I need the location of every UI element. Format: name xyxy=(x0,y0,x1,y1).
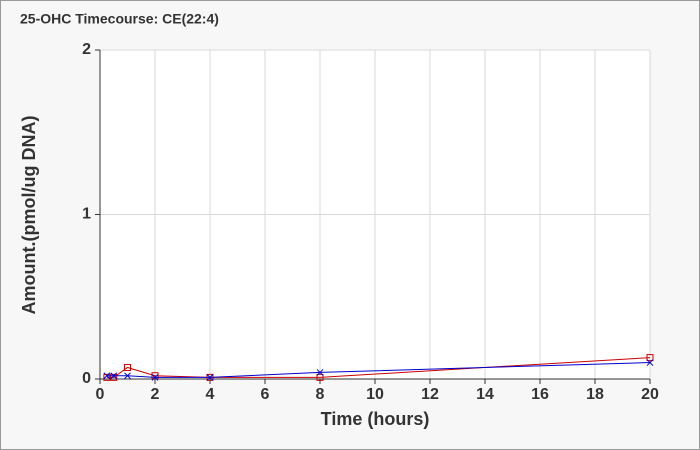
marker xyxy=(103,372,111,380)
x-tick-label: 20 xyxy=(641,386,659,403)
marker xyxy=(124,363,131,371)
y-tick-label: 1 xyxy=(82,206,91,223)
marker xyxy=(646,354,654,362)
y-axis-label: Amount.(pmol/ug DNA) xyxy=(19,116,39,315)
x-tick-label: 18 xyxy=(586,386,604,403)
marker xyxy=(151,374,159,381)
x-tick-label: 8 xyxy=(316,386,325,403)
chart-title: 25-OHC Timecourse: CE(22:4) xyxy=(20,11,219,27)
x-tick-label: 4 xyxy=(206,386,215,403)
marker xyxy=(124,372,131,380)
x-tick-label: 14 xyxy=(476,386,494,403)
x-axis-label: Time (hours) xyxy=(321,409,430,429)
marker xyxy=(316,369,324,376)
marker xyxy=(316,373,324,381)
marker xyxy=(110,372,118,380)
y-tick-label: 0 xyxy=(82,370,91,387)
x-tick-label: 2 xyxy=(151,386,160,403)
marker xyxy=(646,359,654,366)
marker xyxy=(110,373,118,381)
y-tick-label: 2 xyxy=(82,41,91,58)
x-tick-label: 16 xyxy=(531,386,549,403)
x-tick-label: 6 xyxy=(261,386,270,403)
x-tick-label: 0 xyxy=(96,386,105,403)
marker xyxy=(206,374,214,381)
marker xyxy=(151,372,159,380)
series-line xyxy=(106,357,651,378)
marker xyxy=(103,373,111,381)
x-tick-label: 12 xyxy=(421,386,439,403)
x-tick-label: 10 xyxy=(366,386,384,403)
